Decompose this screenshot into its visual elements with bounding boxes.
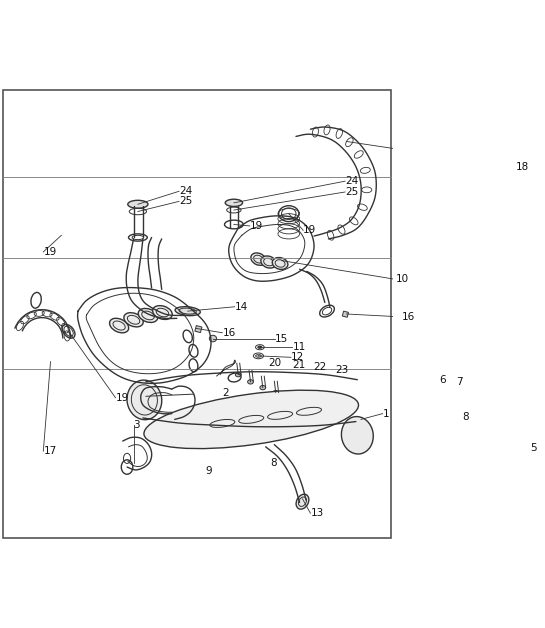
Text: 25: 25 bbox=[179, 197, 192, 207]
Text: 16: 16 bbox=[401, 312, 415, 322]
Ellipse shape bbox=[519, 458, 526, 464]
Ellipse shape bbox=[128, 200, 148, 208]
Text: 21: 21 bbox=[292, 360, 306, 371]
Text: 7: 7 bbox=[456, 377, 463, 387]
Ellipse shape bbox=[260, 386, 265, 390]
Text: 22: 22 bbox=[313, 362, 326, 372]
Text: 2: 2 bbox=[222, 388, 229, 398]
Text: 15: 15 bbox=[275, 333, 288, 344]
Text: 19: 19 bbox=[303, 225, 317, 236]
Ellipse shape bbox=[435, 341, 443, 346]
Text: 19: 19 bbox=[43, 247, 57, 257]
Ellipse shape bbox=[272, 257, 288, 269]
Text: 10: 10 bbox=[396, 274, 409, 284]
Text: 13: 13 bbox=[311, 508, 324, 518]
Ellipse shape bbox=[258, 346, 262, 349]
Text: 23: 23 bbox=[335, 365, 348, 376]
Ellipse shape bbox=[251, 253, 266, 266]
Ellipse shape bbox=[225, 199, 243, 207]
Ellipse shape bbox=[144, 390, 359, 448]
Text: 16: 16 bbox=[222, 328, 235, 338]
Ellipse shape bbox=[296, 494, 309, 509]
Text: 9: 9 bbox=[206, 467, 213, 477]
Ellipse shape bbox=[175, 306, 200, 315]
Ellipse shape bbox=[127, 380, 162, 420]
Text: 6: 6 bbox=[439, 376, 446, 386]
Ellipse shape bbox=[341, 416, 373, 454]
Text: 19: 19 bbox=[250, 221, 263, 231]
Ellipse shape bbox=[138, 308, 158, 322]
Ellipse shape bbox=[247, 380, 253, 384]
Text: 25: 25 bbox=[345, 187, 358, 197]
Ellipse shape bbox=[447, 345, 455, 352]
Text: 14: 14 bbox=[234, 302, 248, 311]
Ellipse shape bbox=[209, 335, 216, 342]
Text: 8: 8 bbox=[271, 458, 277, 468]
Text: 12: 12 bbox=[291, 352, 304, 362]
Text: 17: 17 bbox=[43, 446, 57, 456]
Text: 11: 11 bbox=[292, 342, 306, 352]
Text: 24: 24 bbox=[345, 176, 358, 186]
Ellipse shape bbox=[153, 306, 172, 320]
Text: 8: 8 bbox=[462, 411, 469, 421]
Ellipse shape bbox=[110, 318, 129, 333]
Text: 18: 18 bbox=[516, 162, 529, 171]
Text: 20: 20 bbox=[269, 358, 282, 368]
Ellipse shape bbox=[261, 256, 276, 268]
Text: 3: 3 bbox=[134, 420, 140, 430]
Ellipse shape bbox=[124, 313, 143, 327]
Bar bbox=[342, 311, 348, 317]
Text: 5: 5 bbox=[531, 443, 537, 453]
Text: 1: 1 bbox=[383, 409, 389, 419]
Ellipse shape bbox=[235, 372, 241, 377]
Bar bbox=[195, 325, 202, 333]
Ellipse shape bbox=[273, 391, 278, 395]
Text: 24: 24 bbox=[179, 187, 192, 197]
Text: 19: 19 bbox=[116, 392, 129, 403]
Ellipse shape bbox=[256, 354, 262, 357]
